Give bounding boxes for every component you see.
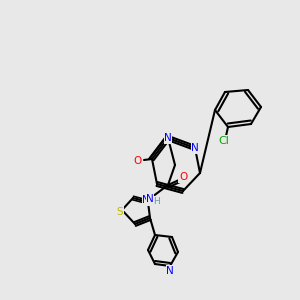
Text: N: N	[142, 195, 150, 205]
Text: N: N	[146, 194, 154, 204]
Text: N: N	[164, 133, 172, 143]
Text: H: H	[153, 196, 159, 206]
Text: Cl: Cl	[219, 136, 230, 146]
Text: N: N	[191, 143, 199, 153]
Text: S: S	[117, 207, 123, 217]
Text: O: O	[179, 172, 187, 182]
Text: N: N	[166, 266, 174, 276]
Text: O: O	[134, 156, 142, 166]
